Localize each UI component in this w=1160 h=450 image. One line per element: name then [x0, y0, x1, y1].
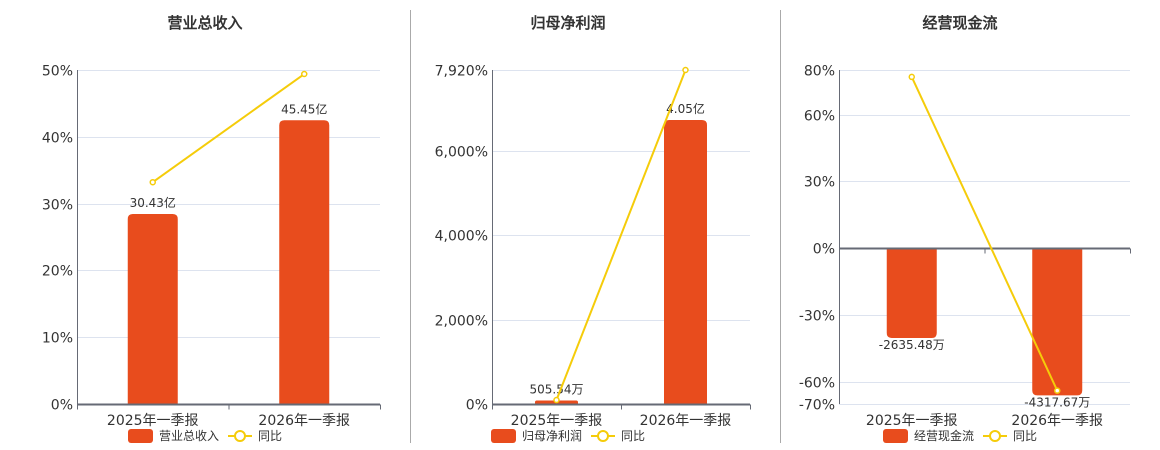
bar: [664, 120, 707, 405]
y-tick-label: 40%: [42, 131, 73, 147]
chart-panel-2: 经营现金流 -70% -60% -30% 0% 30% 60% 80% -2635.48万 -43…: [799, 14, 1131, 443]
bar-data-label: -4317.67万: [1024, 395, 1090, 409]
legend-line-marker: [597, 430, 609, 442]
bar: [279, 120, 330, 404]
y-tick-label: 6,000%: [435, 145, 488, 161]
x-tick-label: 2025年一季报: [107, 413, 199, 429]
legend-line-marker: [989, 430, 1001, 442]
bar: [1032, 248, 1083, 396]
bar-data-label: -2635.48万: [879, 338, 945, 352]
chart-title: 营业总收入: [167, 14, 242, 32]
legend-bar-label: 归母净利润: [522, 429, 582, 443]
y-tick-label: 10%: [42, 331, 73, 347]
x-tick-label: 2025年一季报: [511, 413, 603, 429]
x-tick-label: 2026年一季报: [258, 413, 350, 429]
y-tick-label: 0%: [466, 398, 488, 414]
x-tick-label: 2026年一季报: [1011, 413, 1103, 429]
yoy-line: [152, 73, 305, 184]
y-tick-label: 60%: [804, 109, 835, 125]
legend-line-marker: [234, 430, 246, 442]
y-tick-label: 30%: [42, 198, 73, 214]
legend-bar-label: 经营现金流: [914, 428, 974, 443]
yoy-line: [555, 69, 687, 401]
legend-bar-label: 营业总收入: [159, 429, 219, 443]
chart-title: 归母净利润: [530, 14, 605, 32]
legend-line-label: 同比: [258, 429, 282, 443]
y-tick-label: 50%: [42, 64, 73, 80]
y-tick-label: 2,000%: [435, 314, 488, 330]
bar-data-label: 45.45亿: [281, 101, 327, 116]
chart-title: 经营现金流: [922, 14, 997, 32]
bar: [886, 248, 937, 338]
yoy-point: [1054, 387, 1061, 394]
legend-line-label: 同比: [621, 429, 645, 443]
y-tick-label: -30%: [799, 309, 835, 325]
yoy-point: [553, 396, 560, 404]
x-tick-label: 2026年一季报: [640, 413, 732, 429]
y-tick-label: -70%: [799, 398, 835, 414]
yoy-point: [149, 178, 156, 186]
bar-data-label: 505.54万: [530, 382, 584, 396]
y-tick-label: 4,000%: [435, 229, 488, 245]
legend-bar-swatch: [491, 429, 516, 443]
y-tick-label: -60%: [799, 376, 835, 392]
legend-line-label: 同比: [1013, 429, 1037, 443]
y-tick-label: 20%: [42, 264, 73, 280]
legend-bar-swatch: [883, 429, 908, 443]
yoy-line: [910, 76, 1059, 392]
y-tick-label: 7,920%: [435, 64, 488, 80]
yoy-point: [682, 66, 689, 74]
bar: [127, 214, 178, 404]
bar-data-label: 4.05亿: [666, 101, 705, 116]
yoy-point: [908, 73, 915, 81]
chart-panel-1: 归母净利润 0% 2,000% 4,000% 6,000% 7,920% 505.54万 4.…: [435, 14, 751, 443]
y-tick-label: 80%: [804, 64, 835, 80]
bar-data-label: 30.43亿: [130, 195, 176, 210]
yoy-point: [301, 70, 308, 78]
legend-bar-swatch: [128, 429, 153, 443]
x-tick-label: 2025年一季报: [866, 413, 958, 429]
y-tick-label: 0%: [813, 242, 835, 258]
y-tick-label: 30%: [804, 175, 835, 191]
chart-panel-0: 营业总收入 0% 10% 20% 30% 40% 50% 30.43亿 45.45亿 2025年一…: [42, 14, 381, 443]
y-tick-label: 0%: [51, 398, 73, 414]
